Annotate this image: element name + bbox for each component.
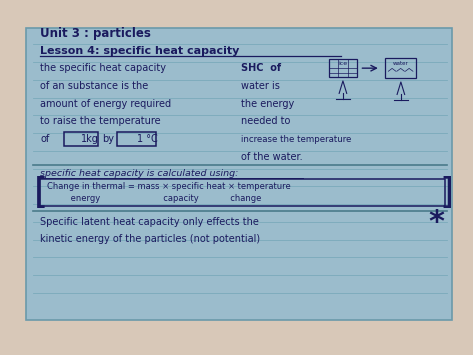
Text: ice: ice xyxy=(338,61,348,66)
Text: energy                        capacity            change: energy capacity change xyxy=(47,194,262,203)
Bar xyxy=(64,132,98,146)
Text: SHC  of: SHC of xyxy=(241,63,281,73)
Text: of: of xyxy=(40,134,50,144)
Bar xyxy=(40,179,445,206)
Text: the specific heat capacity: the specific heat capacity xyxy=(40,63,166,73)
Text: Change in thermal = mass × specific heat × temperature: Change in thermal = mass × specific heat… xyxy=(47,182,291,191)
Text: *: * xyxy=(428,208,444,237)
Text: specific heat capacity is calculated using:: specific heat capacity is calculated usi… xyxy=(40,169,238,178)
Bar xyxy=(117,132,156,146)
Text: Unit 3 : particles: Unit 3 : particles xyxy=(40,27,151,40)
Text: amount of energy required: amount of energy required xyxy=(40,99,171,109)
Text: by: by xyxy=(102,134,114,144)
Text: water is: water is xyxy=(241,81,280,91)
Text: needed to: needed to xyxy=(241,116,290,126)
Text: Lesson 4: specific heat capacity: Lesson 4: specific heat capacity xyxy=(40,46,240,56)
Text: 1kg: 1kg xyxy=(81,134,99,144)
Bar xyxy=(385,58,416,78)
Text: to raise the temperature: to raise the temperature xyxy=(40,116,161,126)
Text: Specific latent heat capacity only effects the: Specific latent heat capacity only effec… xyxy=(40,217,259,227)
FancyBboxPatch shape xyxy=(26,28,452,320)
Text: of an substance is the: of an substance is the xyxy=(40,81,149,91)
Text: kinetic energy of the particles (not potential): kinetic energy of the particles (not pot… xyxy=(40,234,260,244)
Bar xyxy=(329,59,357,77)
Text: ]: ] xyxy=(440,176,454,210)
Text: 1 °C: 1 °C xyxy=(137,134,158,144)
Text: the energy: the energy xyxy=(241,99,295,109)
Text: of the water.: of the water. xyxy=(241,152,303,162)
Text: increase the temperature: increase the temperature xyxy=(241,135,351,144)
Text: water: water xyxy=(393,60,409,66)
Text: [: [ xyxy=(34,176,48,210)
